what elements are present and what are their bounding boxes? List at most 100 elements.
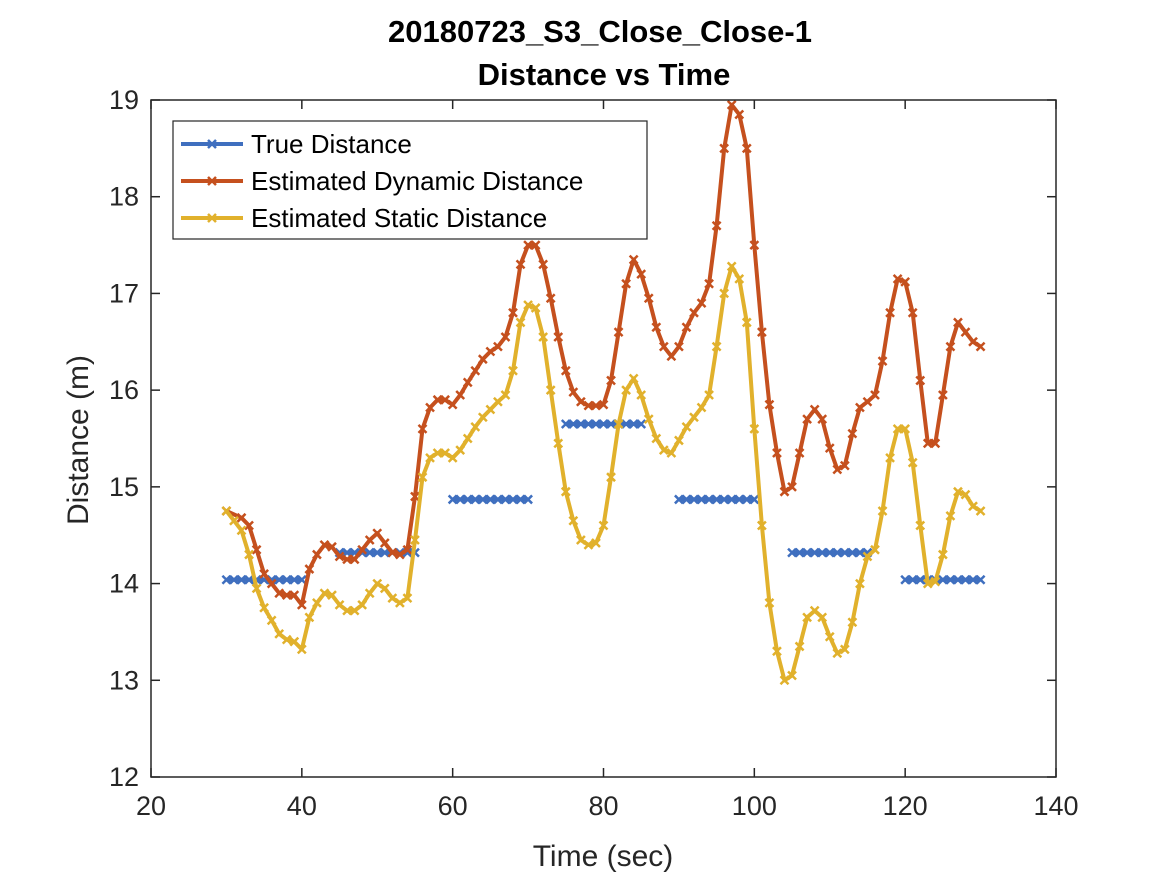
data-point [387,593,398,603]
data-point [244,520,254,531]
data-point [855,578,865,589]
data-point [244,549,254,560]
data-point [696,298,707,308]
data-point [575,535,586,545]
data-point [462,433,473,444]
data-point [236,512,247,523]
legend: True Distance Estimated Dynamic Distance E… [172,120,648,240]
data-point [598,520,609,531]
data-point [741,494,752,505]
data-point [855,547,865,558]
data-point [296,599,307,610]
data-point [839,644,850,655]
data-point [440,448,451,458]
data-point [560,486,571,497]
data-point [809,404,820,415]
data-point [832,547,843,558]
data-point [666,351,677,362]
data-point [500,390,511,400]
data-point [794,448,805,458]
data-point [583,400,594,411]
data-point [349,605,360,616]
data-point [809,547,820,558]
data-point [312,598,322,608]
data-point [402,593,413,603]
data-point [885,452,895,463]
data-point [817,612,828,623]
data-point [432,448,443,458]
data-point [817,547,828,558]
data-point [470,494,481,505]
data-point [862,396,873,407]
data-point [621,419,632,429]
y-tick-label: 18 [109,182,139,212]
data-point [832,648,843,659]
legend-box [172,120,648,240]
data-point [824,631,835,642]
data-point [508,307,518,318]
data-point [462,494,473,505]
data-point [606,419,616,429]
data-point [342,554,352,565]
data-point [334,599,345,610]
data-point [515,317,526,328]
data-point [907,574,918,585]
data-point [674,435,684,446]
data-point [960,327,971,337]
data-point [281,574,292,585]
x-axis-label: Time (sec) [533,840,674,873]
data-point [681,494,692,505]
data-point [922,438,933,449]
data-point [870,390,880,400]
data-point [772,646,782,657]
data-point [221,506,232,516]
data-point [658,341,669,352]
data-point [613,327,624,337]
data-point [847,617,858,628]
data-point [839,460,850,471]
data-point [575,396,586,407]
data-point [575,419,586,429]
data-point [907,307,918,318]
data-point [832,464,843,475]
data-point [968,501,978,512]
data-point [749,423,760,434]
data-point [643,293,654,304]
data-point [591,400,601,411]
legend-marker [207,213,217,223]
legend-label: Estimated Dynamic Distance [251,166,583,196]
data-point [296,644,307,655]
data-point [802,547,813,558]
y-tick-label: 16 [109,375,139,405]
data-point [508,494,518,505]
data-point [975,341,986,352]
data-point [674,341,684,352]
data-point [719,288,730,299]
data-point [538,332,549,342]
x-tick-label: 40 [287,791,317,821]
data-point [606,375,616,386]
data-point [319,540,330,550]
data-point [847,428,858,439]
data-point [802,414,813,425]
series-3 [221,261,986,686]
data-point [447,494,458,505]
data-point [553,438,564,449]
data-point [523,240,533,250]
data-point [259,602,270,613]
data-point [470,422,481,432]
data-point [402,544,413,555]
data-point [560,365,571,376]
legend-entry-3: Estimated Static Distance [181,203,547,233]
y-tick-label: 14 [109,569,139,599]
x-tick-label: 20 [136,791,166,821]
data-point [870,544,880,555]
data-point [915,375,926,386]
data-point [756,520,767,531]
data-point [364,535,375,545]
data-point [726,494,737,505]
data-point [485,404,496,415]
data-point [945,574,956,585]
series-line [225,102,982,607]
ticks-layer: 20 40 60 80 100 120 140 12 13 14 15 16 17 18 19 [109,85,1079,821]
